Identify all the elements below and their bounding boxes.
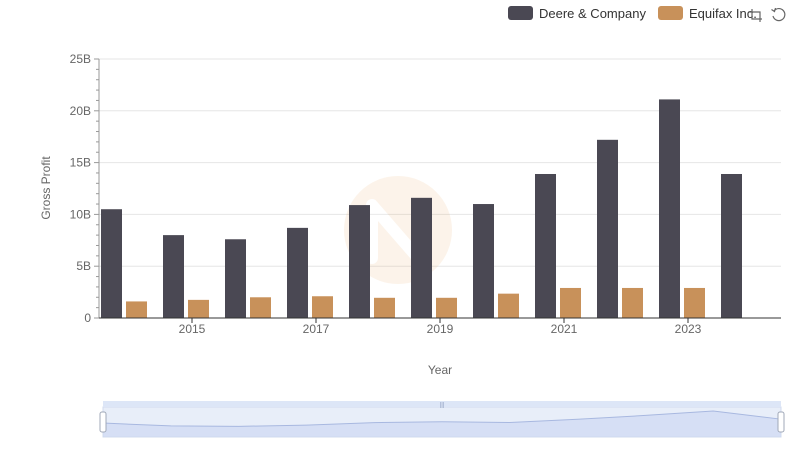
legend-label-equifax: Equifax Inc. xyxy=(688,5,757,21)
x-tick-label: 2017 xyxy=(303,322,330,336)
bar-equifax xyxy=(374,297,395,318)
bar-deere xyxy=(287,227,308,318)
bar-deere xyxy=(163,235,184,318)
bars xyxy=(101,99,742,319)
legend-label-deere: Deere & Company xyxy=(539,5,646,21)
legend-item-deere[interactable]: Deere & Company xyxy=(508,6,646,21)
bar-equifax xyxy=(560,287,581,318)
legend: Deere & Company Equifax Inc. xyxy=(508,4,757,22)
bar-deere xyxy=(349,205,370,318)
slider-top-bar xyxy=(103,401,781,407)
x-tick-label: 2021 xyxy=(551,322,578,336)
slider-overview-line xyxy=(102,410,782,427)
slider-right-handle[interactable] xyxy=(777,411,785,433)
toolbox xyxy=(746,6,788,24)
legend-swatch-deere xyxy=(508,6,533,20)
x-tick-label: 2019 xyxy=(427,322,454,336)
bar-deere xyxy=(721,173,742,318)
bar-equifax xyxy=(622,287,643,318)
bar-equifax xyxy=(126,301,147,318)
y-tick-label: 20B xyxy=(70,104,91,118)
bar-equifax xyxy=(188,299,209,318)
bar-deere xyxy=(101,209,122,318)
y-tick-label: 5B xyxy=(76,259,91,273)
y-tick-label: 25B xyxy=(70,52,91,66)
zoom-icon[interactable] xyxy=(746,6,764,24)
bar-equifax xyxy=(684,287,705,318)
bar-equifax xyxy=(312,296,333,318)
bar-equifax xyxy=(498,293,519,318)
y-tick-label: 0 xyxy=(84,311,91,325)
legend-swatch-equifax xyxy=(657,6,683,20)
legend-item-equifax[interactable]: Equifax Inc. xyxy=(657,5,757,21)
slider-left-handle[interactable] xyxy=(99,411,107,433)
bar-deere xyxy=(473,204,494,318)
bar-equifax xyxy=(436,297,457,318)
bar-deere xyxy=(535,173,556,318)
x-axis-title: Year xyxy=(427,363,453,377)
data-zoom-slider[interactable]: ||| xyxy=(99,401,785,438)
bar-equifax xyxy=(250,297,271,318)
axes: 0 5B 10B 15B 20B 25B 2015 2017 2019 2021 2023 xyxy=(70,52,781,336)
x-tick-label: 2023 xyxy=(675,322,702,336)
y-tick-label: 10B xyxy=(70,207,91,221)
y-tick-label: 15B xyxy=(70,156,91,170)
x-tick-label: 2015 xyxy=(179,322,206,336)
bar-deere xyxy=(225,239,246,318)
bar-deere xyxy=(659,99,680,319)
restore-icon[interactable] xyxy=(770,6,788,24)
bar-deere xyxy=(411,197,432,318)
bar-deere xyxy=(597,139,618,318)
slider-grip: ||| xyxy=(440,403,445,409)
y-axis-title: Gross Profit xyxy=(39,156,53,220)
